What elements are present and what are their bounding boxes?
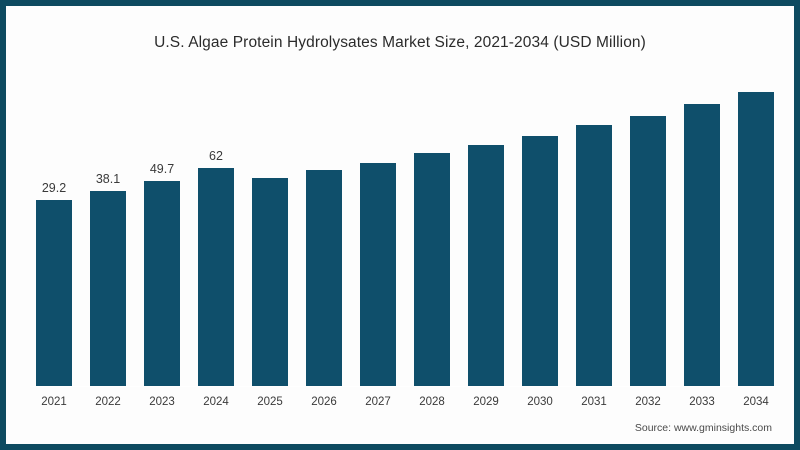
x-axis-tick-2033: 2033 — [689, 396, 715, 408]
bar-2034[interactable] — [738, 92, 774, 387]
bar-2030[interactable] — [522, 136, 558, 387]
source-attribution: Source: www.gminsights.com — [634, 422, 772, 434]
x-axis-tick-2022: 2022 — [95, 396, 121, 408]
x-axis-tick-2021: 2021 — [41, 396, 67, 408]
bar-value-label: 29.2 — [41, 181, 67, 195]
x-axis-tick-2031: 2031 — [581, 396, 607, 408]
chart-canvas: U.S. Algae Protein Hydrolysates Market S… — [6, 6, 794, 444]
bar-2025[interactable] — [252, 178, 288, 387]
x-axis-tick-2029: 2029 — [473, 396, 499, 408]
bar-series: 29.2 2021 38.1 2022 49.7 2023 62 2024 2025 2026 20… — [6, 6, 794, 444]
bar-2031[interactable] — [576, 125, 612, 387]
bar-value-label: 49.7 — [149, 162, 175, 176]
x-axis-tick-2023: 2023 — [149, 396, 175, 408]
bar-2024[interactable] — [198, 168, 234, 387]
bar-2032[interactable] — [630, 116, 666, 387]
x-axis-tick-2034: 2034 — [743, 396, 769, 408]
x-axis-tick-2028: 2028 — [419, 396, 445, 408]
x-axis-baseline — [30, 386, 780, 387]
x-axis-tick-2025: 2025 — [257, 396, 283, 408]
x-axis-tick-2030: 2030 — [527, 396, 553, 408]
bar-2033[interactable] — [684, 104, 720, 387]
bar-2021[interactable] — [36, 200, 72, 387]
bar-value-label: 62 — [209, 149, 223, 163]
x-axis-tick-2032: 2032 — [635, 396, 661, 408]
bar-2023[interactable] — [144, 181, 180, 387]
bar-2028[interactable] — [414, 153, 450, 387]
bar-2029[interactable] — [468, 145, 504, 387]
bar-2022[interactable] — [90, 191, 126, 387]
bar-value-label: 38.1 — [95, 172, 121, 186]
x-axis-tick-2027: 2027 — [365, 396, 391, 408]
bar-2026[interactable] — [306, 170, 342, 387]
x-axis-tick-2024: 2024 — [203, 396, 229, 408]
bar-2027[interactable] — [360, 163, 396, 387]
plot-area: 29.2 2021 38.1 2022 49.7 2023 62 2024 2025 2026 20… — [6, 6, 794, 444]
x-axis-tick-2026: 2026 — [311, 396, 337, 408]
page-title: U.S. Algae Protein Hydrolysates Market S… — [154, 34, 646, 51]
